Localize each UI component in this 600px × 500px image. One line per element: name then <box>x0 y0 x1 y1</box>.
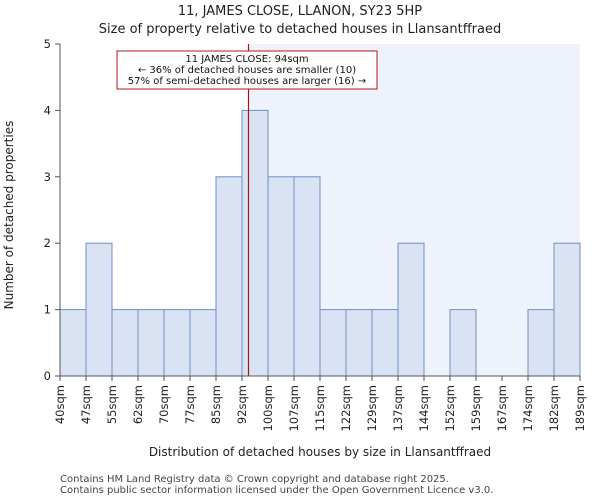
y-axis-label: Number of detached properties <box>2 121 16 310</box>
x-axis-label: Distribution of detached houses by size … <box>149 445 491 459</box>
bar-62sqm <box>137 309 165 377</box>
annotation-title: 11 JAMES CLOSE: 94sqm <box>185 54 308 65</box>
bar-129sqm <box>371 309 399 377</box>
bar-115sqm <box>319 309 347 377</box>
y-tick-label: 4 <box>44 103 51 117</box>
x-tick-label: 129sqm <box>365 385 379 431</box>
bar-92sqm <box>241 109 269 377</box>
annotation-larger: 57% of semi-detached houses are larger (… <box>128 76 366 87</box>
chart-title: 11, JAMES CLOSE, LLANON, SY23 5HP <box>177 4 423 19</box>
x-tick-label: 144sqm <box>417 385 431 431</box>
bar-137sqm <box>397 242 425 377</box>
y-tick-label: 3 <box>44 170 51 184</box>
bar-107sqm <box>293 176 321 377</box>
x-tick-label: 159sqm <box>469 385 483 431</box>
x-tick-label: 85sqm <box>209 385 223 424</box>
bar-85sqm <box>215 176 243 377</box>
y-tick-label: 0 <box>44 369 51 383</box>
bar-182sqm <box>553 242 581 377</box>
bar-77sqm <box>189 309 217 377</box>
x-tick-label: 55sqm <box>105 385 119 424</box>
x-tick-label: 77sqm <box>183 385 197 424</box>
chart-subtitle: Size of property relative to detached ho… <box>98 22 502 37</box>
x-tick-label: 47sqm <box>79 385 93 424</box>
x-tick-label: 92sqm <box>235 385 249 424</box>
x-tick-label: 182sqm <box>547 385 561 431</box>
bar-47sqm <box>85 242 113 377</box>
x-tick-label: 107sqm <box>287 385 301 431</box>
annotation-box <box>116 50 378 90</box>
bar-55sqm <box>111 309 139 377</box>
x-tick-label: 189sqm <box>573 385 587 431</box>
footer-licence: Contains public sector information licen… <box>60 485 494 496</box>
bar-174sqm <box>527 309 555 377</box>
x-tick-label: 137sqm <box>391 385 405 431</box>
x-tick-label: 174sqm <box>521 385 535 431</box>
x-tick-label: 152sqm <box>443 385 457 431</box>
x-tick-label: 62sqm <box>131 385 145 424</box>
y-tick-label: 2 <box>44 236 51 250</box>
annotation-smaller: ← 36% of detached houses are smaller (10… <box>138 65 356 76</box>
x-tick-label: 70sqm <box>157 385 171 424</box>
x-tick-label: 167sqm <box>495 385 509 431</box>
y-tick-label: 5 <box>44 37 51 51</box>
bar-122sqm <box>345 309 373 377</box>
y-tick-label: 1 <box>44 303 51 317</box>
x-tick-label: 115sqm <box>313 385 327 431</box>
x-tick-label: 100sqm <box>261 385 275 431</box>
bar-40sqm <box>59 309 87 377</box>
bar-100sqm <box>267 176 295 377</box>
x-tick-label: 122sqm <box>339 385 353 431</box>
footer-copyright: Contains HM Land Registry data © Crown c… <box>60 474 449 485</box>
x-tick-label: 40sqm <box>53 385 67 424</box>
bar-152sqm <box>449 309 477 377</box>
bar-70sqm <box>163 309 191 377</box>
